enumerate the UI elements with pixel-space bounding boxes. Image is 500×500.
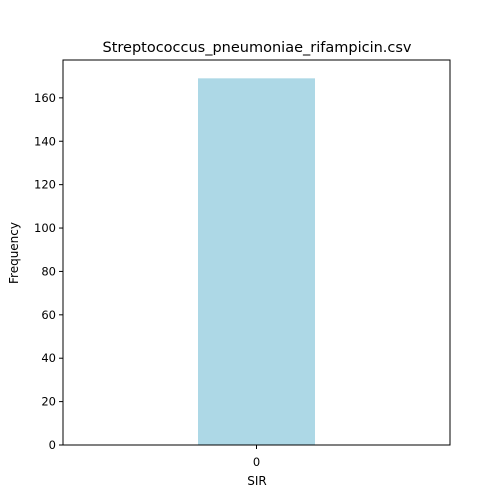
y-tick-label: 40 [41,351,56,365]
y-tick-label: 60 [41,308,56,322]
y-tick-label: 160 [34,91,56,105]
y-tick-label: 20 [41,395,56,409]
y-tick-label: 140 [34,134,56,148]
y-axis-label: Frequency [7,222,21,284]
x-tick-label: 0 [253,455,260,469]
x-axis-label: SIR [247,474,267,488]
x-axis-ticks: 0 [253,445,260,469]
y-tick-label: 0 [49,438,56,452]
chart-title: Streptococcus_pneumoniae_rifampicin.csv [102,40,411,56]
y-tick-label: 120 [34,178,56,192]
y-tick-label: 80 [41,264,56,278]
y-axis-ticks: 0 20 40 60 80 100 120 140 160 [34,91,63,452]
bars-group [198,78,315,445]
bar-0 [198,78,315,445]
y-tick-label: 100 [34,221,56,235]
